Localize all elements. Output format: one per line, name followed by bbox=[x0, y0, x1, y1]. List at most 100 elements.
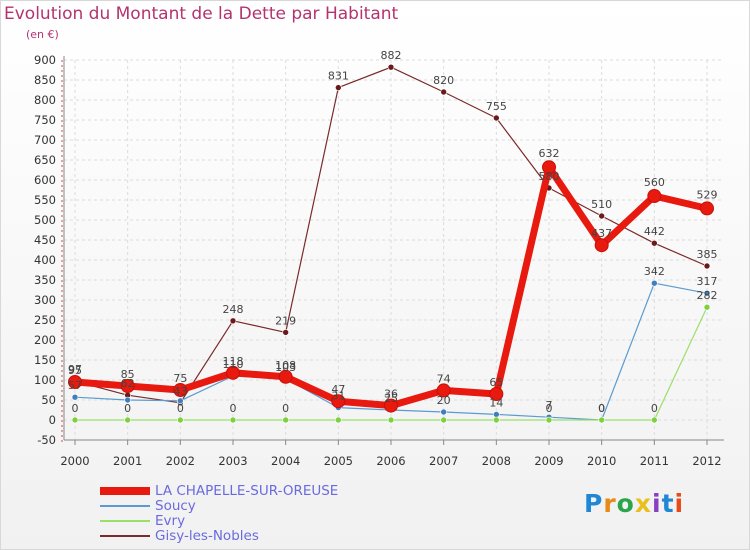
data-point-gisy-les-nobles bbox=[440, 88, 447, 96]
legend-swatch bbox=[100, 535, 150, 537]
x-tick-label: 2004 bbox=[271, 454, 300, 468]
data-label-la-chapelle-sur-oreuse: 529 bbox=[697, 188, 718, 201]
logo-letter: i bbox=[674, 489, 685, 518]
x-tick-label: 2007 bbox=[429, 454, 458, 468]
data-label-gisy-les-nobles: 248 bbox=[223, 303, 244, 316]
data-point-la-chapelle-sur-oreuse bbox=[700, 201, 714, 216]
data-point-la-chapelle-sur-oreuse bbox=[331, 394, 346, 409]
data-point-evry bbox=[71, 416, 79, 424]
data-label-gisy-les-nobles: 510 bbox=[591, 198, 612, 211]
data-label-la-chapelle-sur-oreuse: 74 bbox=[437, 372, 451, 385]
x-tick-label: 2001 bbox=[113, 454, 142, 468]
legend-label: Evry bbox=[155, 513, 186, 529]
y-tick-label: 450 bbox=[34, 233, 56, 247]
legend-swatch bbox=[100, 520, 150, 522]
data-point-evry bbox=[440, 416, 447, 424]
data-point-gisy-les-nobles bbox=[703, 262, 711, 270]
data-label-gisy-les-nobles: 831 bbox=[328, 70, 349, 83]
data-point-gisy-les-nobles bbox=[598, 212, 605, 220]
data-label-la-chapelle-sur-oreuse: 85 bbox=[121, 368, 135, 381]
legend-label: LA CHAPELLE-SUR-OREUSE bbox=[155, 483, 339, 499]
data-label-la-chapelle-sur-oreuse: 65 bbox=[489, 376, 503, 389]
proxiti-logo: Proxiti bbox=[584, 489, 684, 518]
data-label-evry: 0 bbox=[124, 402, 131, 415]
data-point-la-chapelle-sur-oreuse bbox=[173, 383, 188, 397]
data-label-gisy-les-nobles: 580 bbox=[539, 170, 560, 183]
data-label-soucy: 110 bbox=[223, 358, 244, 371]
chart-title: Evolution du Montant de la Dette par Hab… bbox=[4, 4, 399, 24]
data-label-evry: 0 bbox=[72, 402, 79, 415]
data-point-soucy bbox=[651, 279, 658, 287]
data-label-soucy: 0 bbox=[598, 402, 605, 415]
data-point-gisy-les-nobles bbox=[387, 63, 395, 71]
logo-letter: i bbox=[652, 489, 662, 518]
data-label-la-chapelle-sur-oreuse: 95 bbox=[68, 364, 82, 377]
y-tick-label: 750 bbox=[34, 113, 56, 127]
x-tick-label: 2009 bbox=[534, 454, 563, 468]
data-point-soucy bbox=[124, 396, 131, 404]
data-label-la-chapelle-sur-oreuse: 75 bbox=[173, 372, 187, 385]
data-point-evry bbox=[493, 416, 500, 424]
data-point-evry bbox=[335, 416, 342, 424]
y-tick-label: 200 bbox=[34, 333, 56, 347]
logo-letter: t bbox=[661, 489, 675, 518]
logo-letter: o bbox=[616, 489, 635, 518]
data-label-gisy-les-nobles: 97 bbox=[68, 363, 82, 376]
y-tick-label: 400 bbox=[34, 253, 56, 267]
data-label-la-chapelle-sur-oreuse: 437 bbox=[591, 227, 612, 240]
x-tick-label: 2010 bbox=[587, 454, 616, 468]
data-point-gisy-les-nobles bbox=[229, 317, 237, 325]
data-point-gisy-les-nobles bbox=[651, 239, 658, 247]
logo-letter: x bbox=[634, 489, 652, 518]
data-label-evry: 0 bbox=[230, 402, 237, 415]
y-tick-label: 0 bbox=[49, 413, 56, 427]
data-label-gisy-les-nobles: 43 bbox=[173, 385, 187, 398]
data-point-la-chapelle-sur-oreuse bbox=[226, 365, 240, 380]
data-point-la-chapelle-sur-oreuse bbox=[278, 369, 293, 384]
data-point-gisy-les-nobles bbox=[493, 114, 500, 122]
x-tick-label: 2006 bbox=[376, 454, 405, 468]
y-tick-label: 300 bbox=[34, 293, 56, 307]
data-label-evry: 0 bbox=[177, 402, 184, 415]
x-tick-label: 2005 bbox=[324, 454, 353, 468]
data-label-gisy-les-nobles: 385 bbox=[697, 248, 718, 261]
x-tick-label: 2002 bbox=[166, 454, 195, 468]
data-label-la-chapelle-sur-oreuse: 560 bbox=[644, 176, 665, 189]
series-line-la-chapelle-sur-oreuse bbox=[74, 163, 708, 410]
data-label-gisy-les-nobles: 755 bbox=[486, 100, 507, 113]
chart-subtitle: (en €) bbox=[26, 28, 59, 41]
data-label-soucy: 103 bbox=[275, 361, 296, 374]
data-label-gisy-les-nobles: 820 bbox=[433, 74, 454, 87]
y-tick-label: 50 bbox=[41, 393, 56, 407]
x-tick-label: 2008 bbox=[482, 454, 511, 468]
x-tick-label: 2012 bbox=[692, 454, 721, 468]
data-label-soucy: 317 bbox=[697, 275, 718, 288]
y-tick-label: 900 bbox=[34, 53, 56, 67]
y-tick-label: 550 bbox=[34, 193, 56, 207]
y-tick-label: 250 bbox=[34, 313, 56, 327]
data-point-soucy bbox=[177, 397, 184, 405]
data-label-soucy: 7 bbox=[546, 399, 553, 412]
data-label-evry: 0 bbox=[651, 402, 658, 415]
data-point-la-chapelle-sur-oreuse bbox=[68, 375, 82, 389]
legend-label: Gisy-les-Nobles bbox=[155, 528, 259, 544]
data-label-soucy: 57 bbox=[68, 379, 82, 392]
x-tick-label: 2011 bbox=[640, 454, 669, 468]
y-tick-label: 700 bbox=[34, 133, 56, 147]
data-label-soucy: 20 bbox=[437, 394, 451, 407]
data-label-la-chapelle-sur-oreuse: 108 bbox=[275, 359, 296, 372]
data-label-soucy: 14 bbox=[489, 396, 503, 409]
data-point-evry bbox=[703, 303, 711, 311]
data-label-la-chapelle-sur-oreuse: 632 bbox=[539, 147, 560, 160]
y-tick-label: -50 bbox=[37, 433, 56, 447]
y-tick-label: 650 bbox=[34, 153, 56, 167]
data-point-evry bbox=[598, 416, 605, 424]
y-tick-label: 500 bbox=[34, 213, 56, 227]
legend-swatch bbox=[100, 487, 150, 495]
data-point-evry bbox=[387, 416, 395, 424]
data-point-evry bbox=[282, 416, 289, 424]
data-label-soucy: 25 bbox=[384, 392, 398, 405]
data-point-evry bbox=[229, 416, 237, 424]
